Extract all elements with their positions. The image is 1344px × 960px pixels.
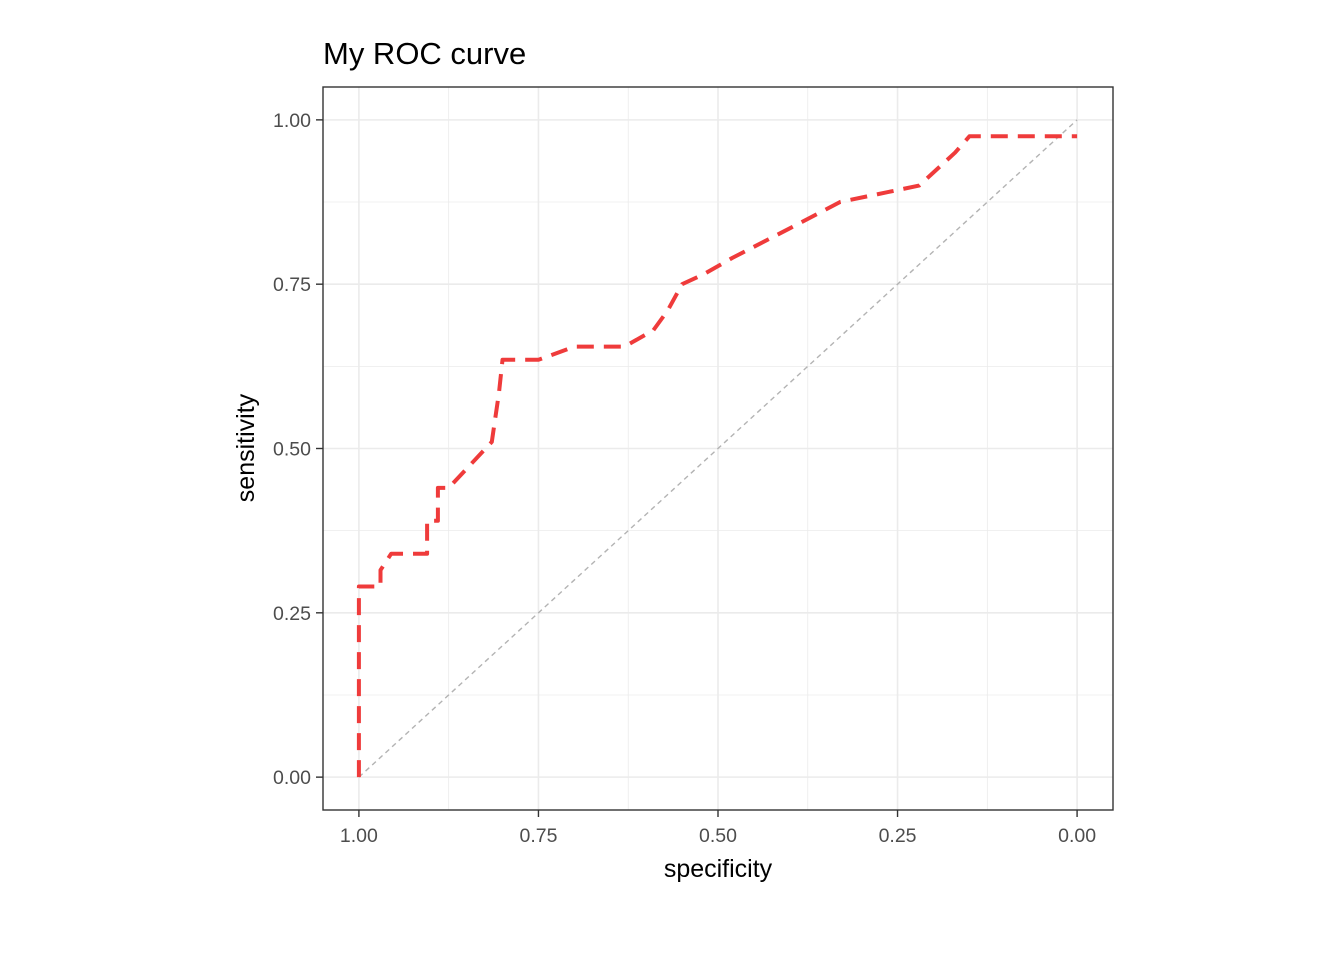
reference-layer xyxy=(358,119,1078,778)
x-tick-label: 0.25 xyxy=(879,825,917,847)
x-axis-ticks xyxy=(358,810,1078,817)
roc-curve-line xyxy=(356,134,1078,778)
y-axis-title: sensitivity xyxy=(232,393,260,502)
reference-diagonal-line xyxy=(358,119,1078,778)
x-tick-label: 0.00 xyxy=(1058,825,1096,847)
x-tick-label: 0.75 xyxy=(519,825,557,847)
x-tick-label: 1.00 xyxy=(340,825,378,847)
y-tick-label: 0.75 xyxy=(273,274,311,296)
y-tick-label: 1.00 xyxy=(273,110,311,132)
y-tick-label: 0.25 xyxy=(273,603,311,625)
chart-title: My ROC curve xyxy=(323,36,526,71)
x-axis-tick-labels: 1.00 0.75 0.50 0.25 0.00 xyxy=(340,825,1096,847)
x-tick-label: 0.50 xyxy=(699,825,737,847)
y-axis-ticks xyxy=(316,119,323,778)
y-tick-label: 0.00 xyxy=(273,767,311,789)
y-tick-label: 0.50 xyxy=(273,439,311,461)
x-axis-title: specificity xyxy=(664,855,773,883)
y-axis-tick-labels: 0.00 0.25 0.50 0.75 1.00 xyxy=(273,110,311,789)
series-layer xyxy=(356,134,1078,778)
